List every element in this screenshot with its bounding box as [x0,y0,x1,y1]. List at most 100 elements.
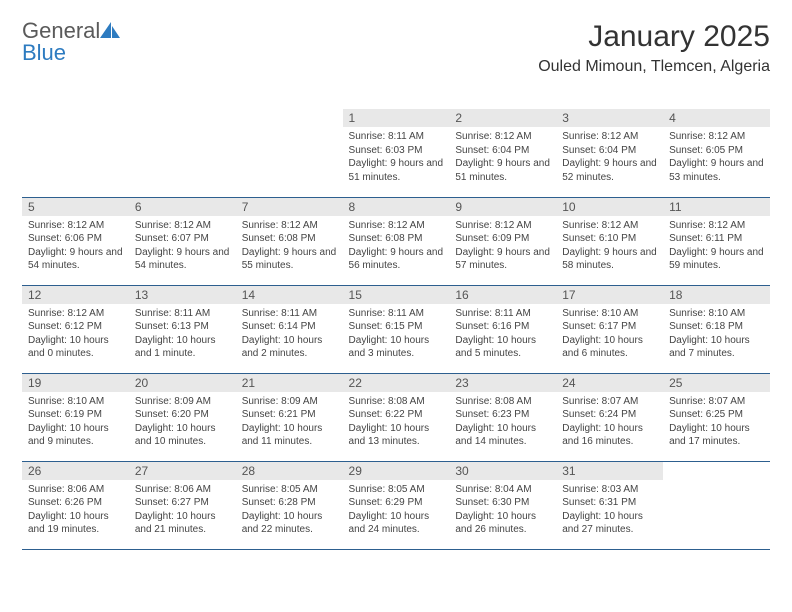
day-cell: 6Sunrise: 8:12 AMSunset: 6:07 PMDaylight… [129,197,236,285]
week-row: 5Sunrise: 8:12 AMSunset: 6:06 PMDaylight… [22,197,770,285]
day-cell: 16Sunrise: 8:11 AMSunset: 6:16 PMDayligh… [449,285,556,373]
sunrise-text: Sunrise: 8:11 AM [349,130,444,144]
day-number: 6 [129,198,236,216]
sunrise-text: Sunrise: 8:12 AM [562,130,657,144]
day-number [663,462,770,480]
sunrise-text: Sunrise: 8:07 AM [669,395,764,409]
sunset-text: Sunset: 6:29 PM [349,496,444,510]
day-data: Sunrise: 8:10 AMSunset: 6:17 PMDaylight:… [556,304,663,364]
sunset-text: Sunset: 6:12 PM [28,320,123,334]
day-cell: 26Sunrise: 8:06 AMSunset: 6:26 PMDayligh… [22,461,129,549]
day-cell: 28Sunrise: 8:05 AMSunset: 6:28 PMDayligh… [236,461,343,549]
day-number: 31 [556,462,663,480]
calendar-table: SundayMondayTuesdayWednesdayThursdayFrid… [22,84,770,550]
daylight-text: Daylight: 9 hours and 59 minutes. [669,246,764,273]
day-cell: 31Sunrise: 8:03 AMSunset: 6:31 PMDayligh… [556,461,663,549]
daylight-text: Daylight: 9 hours and 57 minutes. [455,246,550,273]
day-cell: 18Sunrise: 8:10 AMSunset: 6:18 PMDayligh… [663,285,770,373]
day-header: Thursday [449,84,556,109]
sunset-text: Sunset: 6:09 PM [455,232,550,246]
sunset-text: Sunset: 6:21 PM [242,408,337,422]
logo-text: General Blue [22,20,122,64]
location: Ouled Mimoun, Tlemcen, Algeria [538,58,770,76]
daylight-text: Daylight: 9 hours and 56 minutes. [349,246,444,273]
day-cell: 4Sunrise: 8:12 AMSunset: 6:05 PMDaylight… [663,109,770,197]
day-cell: 21Sunrise: 8:09 AMSunset: 6:21 PMDayligh… [236,373,343,461]
day-header-row: SundayMondayTuesdayWednesdayThursdayFrid… [22,84,770,109]
sunset-text: Sunset: 6:04 PM [562,144,657,158]
day-data: Sunrise: 8:03 AMSunset: 6:31 PMDaylight:… [556,480,663,540]
day-data: Sunrise: 8:08 AMSunset: 6:22 PMDaylight:… [343,392,450,452]
day-cell: 7Sunrise: 8:12 AMSunset: 6:08 PMDaylight… [236,197,343,285]
sunset-text: Sunset: 6:30 PM [455,496,550,510]
day-header: Saturday [663,84,770,109]
day-number: 21 [236,374,343,392]
sunset-text: Sunset: 6:16 PM [455,320,550,334]
sunrise-text: Sunrise: 8:07 AM [562,395,657,409]
calendar-body: 1Sunrise: 8:11 AMSunset: 6:03 PMDaylight… [22,109,770,549]
day-data: Sunrise: 8:06 AMSunset: 6:26 PMDaylight:… [22,480,129,540]
sunset-text: Sunset: 6:28 PM [242,496,337,510]
sunset-text: Sunset: 6:31 PM [562,496,657,510]
daylight-text: Daylight: 10 hours and 16 minutes. [562,422,657,449]
sunset-text: Sunset: 6:20 PM [135,408,230,422]
day-data: Sunrise: 8:12 AMSunset: 6:05 PMDaylight:… [663,127,770,187]
day-data: Sunrise: 8:05 AMSunset: 6:29 PMDaylight:… [343,480,450,540]
day-cell: 11Sunrise: 8:12 AMSunset: 6:11 PMDayligh… [663,197,770,285]
day-data: Sunrise: 8:10 AMSunset: 6:18 PMDaylight:… [663,304,770,364]
day-data: Sunrise: 8:09 AMSunset: 6:21 PMDaylight:… [236,392,343,452]
sunrise-text: Sunrise: 8:03 AM [562,483,657,497]
day-number: 15 [343,286,450,304]
day-cell: 19Sunrise: 8:10 AMSunset: 6:19 PMDayligh… [22,373,129,461]
day-cell: 20Sunrise: 8:09 AMSunset: 6:20 PMDayligh… [129,373,236,461]
day-cell: 8Sunrise: 8:12 AMSunset: 6:08 PMDaylight… [343,197,450,285]
daylight-text: Daylight: 10 hours and 24 minutes. [349,510,444,537]
day-number [236,109,343,127]
day-number: 11 [663,198,770,216]
daylight-text: Daylight: 10 hours and 5 minutes. [455,334,550,361]
sunrise-text: Sunrise: 8:06 AM [28,483,123,497]
calendar-page: General Blue January 2025 Ouled Mimoun, … [0,0,792,570]
daylight-text: Daylight: 10 hours and 2 minutes. [242,334,337,361]
day-cell: 3Sunrise: 8:12 AMSunset: 6:04 PMDaylight… [556,109,663,197]
sunset-text: Sunset: 6:08 PM [242,232,337,246]
day-header: Monday [129,84,236,109]
sunrise-text: Sunrise: 8:12 AM [455,130,550,144]
day-number: 13 [129,286,236,304]
day-number: 24 [556,374,663,392]
sunrise-text: Sunrise: 8:09 AM [242,395,337,409]
day-number: 3 [556,109,663,127]
day-number [129,109,236,127]
day-number: 26 [22,462,129,480]
day-cell: 30Sunrise: 8:04 AMSunset: 6:30 PMDayligh… [449,461,556,549]
sunrise-text: Sunrise: 8:12 AM [455,219,550,233]
logo-sail-icon [100,20,122,42]
sunset-text: Sunset: 6:07 PM [135,232,230,246]
sunset-text: Sunset: 6:26 PM [28,496,123,510]
daylight-text: Daylight: 10 hours and 14 minutes. [455,422,550,449]
sunset-text: Sunset: 6:03 PM [349,144,444,158]
daylight-text: Daylight: 10 hours and 19 minutes. [28,510,123,537]
day-data: Sunrise: 8:10 AMSunset: 6:19 PMDaylight:… [22,392,129,452]
sunset-text: Sunset: 6:04 PM [455,144,550,158]
sunset-text: Sunset: 6:14 PM [242,320,337,334]
title-block: January 2025 Ouled Mimoun, Tlemcen, Alge… [538,20,770,76]
sunrise-text: Sunrise: 8:10 AM [562,307,657,321]
day-cell: 23Sunrise: 8:08 AMSunset: 6:23 PMDayligh… [449,373,556,461]
daylight-text: Daylight: 10 hours and 22 minutes. [242,510,337,537]
day-data: Sunrise: 8:12 AMSunset: 6:04 PMDaylight:… [449,127,556,187]
sunrise-text: Sunrise: 8:12 AM [135,219,230,233]
week-row: 19Sunrise: 8:10 AMSunset: 6:19 PMDayligh… [22,373,770,461]
sunrise-text: Sunrise: 8:10 AM [669,307,764,321]
day-number: 10 [556,198,663,216]
daylight-text: Daylight: 10 hours and 7 minutes. [669,334,764,361]
sunrise-text: Sunrise: 8:12 AM [242,219,337,233]
week-row: 26Sunrise: 8:06 AMSunset: 6:26 PMDayligh… [22,461,770,549]
sunset-text: Sunset: 6:18 PM [669,320,764,334]
sunrise-text: Sunrise: 8:05 AM [349,483,444,497]
day-data: Sunrise: 8:12 AMSunset: 6:07 PMDaylight:… [129,216,236,276]
day-data: Sunrise: 8:12 AMSunset: 6:11 PMDaylight:… [663,216,770,276]
day-cell: 27Sunrise: 8:06 AMSunset: 6:27 PMDayligh… [129,461,236,549]
day-cell [22,109,129,197]
sunset-text: Sunset: 6:25 PM [669,408,764,422]
